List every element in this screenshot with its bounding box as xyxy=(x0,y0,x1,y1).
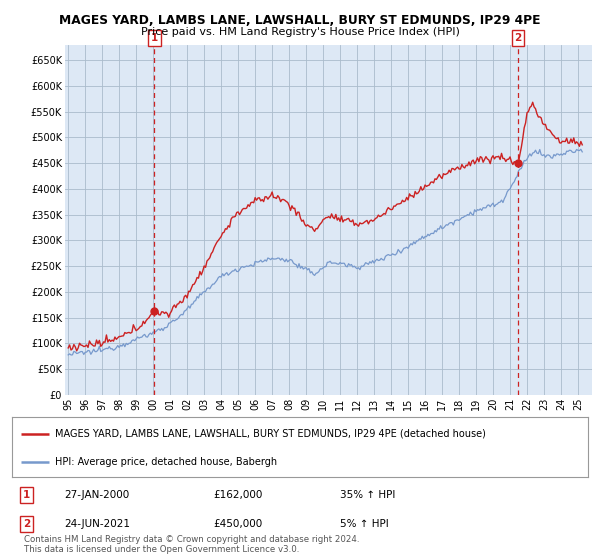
Text: 2: 2 xyxy=(515,33,522,43)
Text: Contains HM Land Registry data © Crown copyright and database right 2024.
This d: Contains HM Land Registry data © Crown c… xyxy=(24,535,359,554)
Text: £162,000: £162,000 xyxy=(214,490,263,500)
Text: 27-JAN-2000: 27-JAN-2000 xyxy=(64,490,129,500)
Text: 5% ↑ HPI: 5% ↑ HPI xyxy=(340,519,389,529)
Text: 1: 1 xyxy=(23,490,30,500)
Text: 24-JUN-2021: 24-JUN-2021 xyxy=(64,519,130,529)
Text: Price paid vs. HM Land Registry's House Price Index (HPI): Price paid vs. HM Land Registry's House … xyxy=(140,27,460,37)
Text: MAGES YARD, LAMBS LANE, LAWSHALL, BURY ST EDMUNDS, IP29 4PE: MAGES YARD, LAMBS LANE, LAWSHALL, BURY S… xyxy=(59,14,541,27)
Text: MAGES YARD, LAMBS LANE, LAWSHALL, BURY ST EDMUNDS, IP29 4PE (detached house): MAGES YARD, LAMBS LANE, LAWSHALL, BURY S… xyxy=(55,428,486,438)
Text: 2: 2 xyxy=(23,519,30,529)
Text: 35% ↑ HPI: 35% ↑ HPI xyxy=(340,490,395,500)
Text: £450,000: £450,000 xyxy=(214,519,263,529)
Text: 1: 1 xyxy=(151,33,158,43)
Text: HPI: Average price, detached house, Babergh: HPI: Average price, detached house, Babe… xyxy=(55,457,277,467)
